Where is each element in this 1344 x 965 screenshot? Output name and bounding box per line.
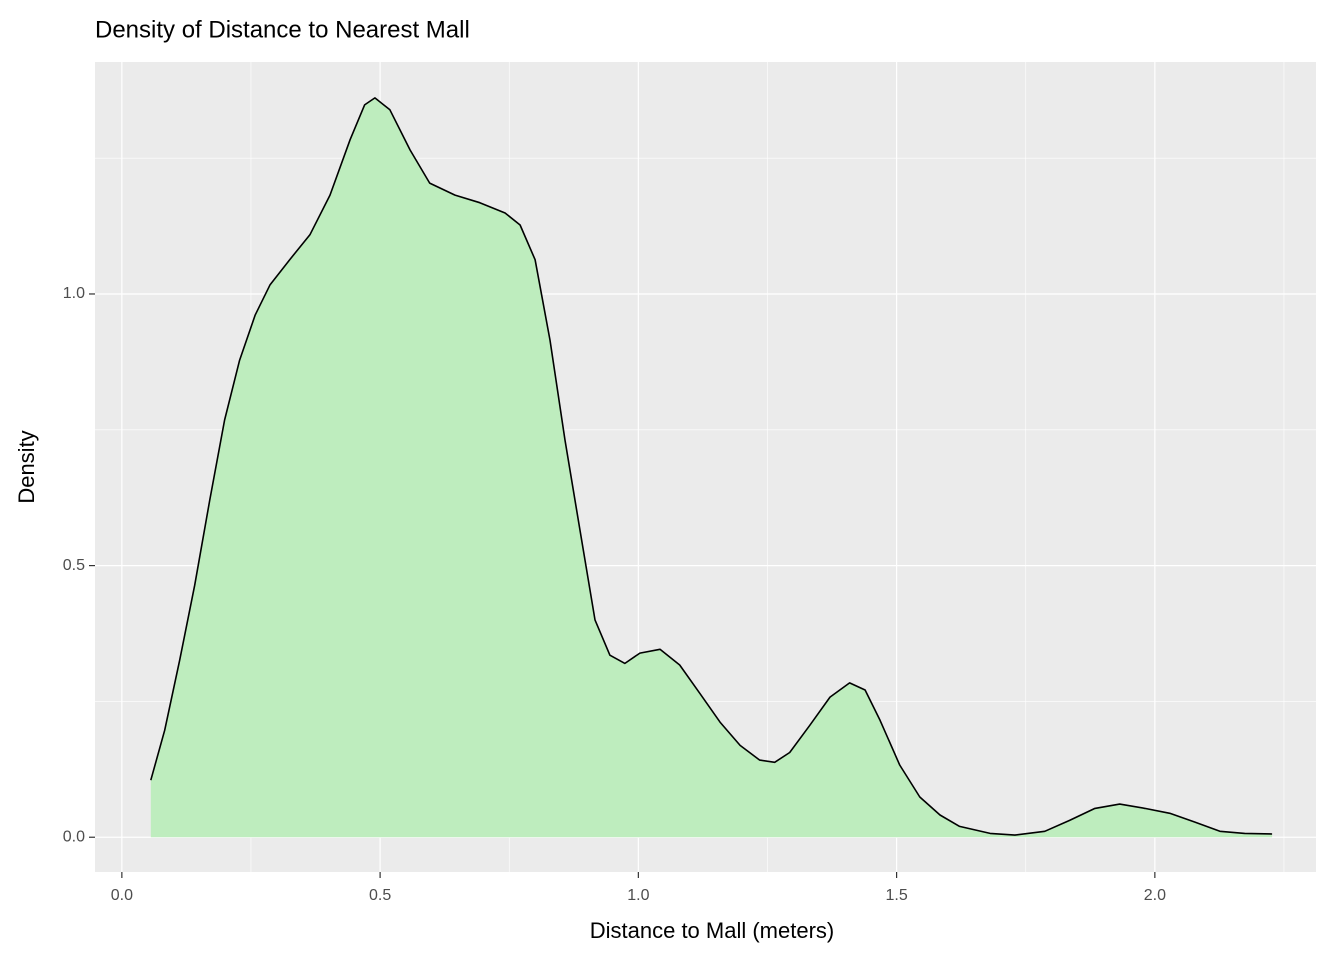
density-line [150,97,1273,836]
y-tick-label: 0.0 [63,828,85,845]
x-axis-title: Distance to Mall (meters) [590,918,835,943]
x-tick-label: 1.5 [885,887,907,904]
y-tick-label: 0.5 [63,557,85,574]
x-tick-label: 1.0 [627,887,649,904]
x-tick-label: 0.5 [369,887,391,904]
chart-title: Density of Distance to Nearest Mall [95,16,470,43]
x-tick-label: 0.0 [111,887,133,904]
density-area [150,97,1273,838]
y-axis-title: Density [14,430,39,503]
y-tick-label: 1.0 [63,285,85,302]
x-tick-label: 2.0 [1144,887,1166,904]
